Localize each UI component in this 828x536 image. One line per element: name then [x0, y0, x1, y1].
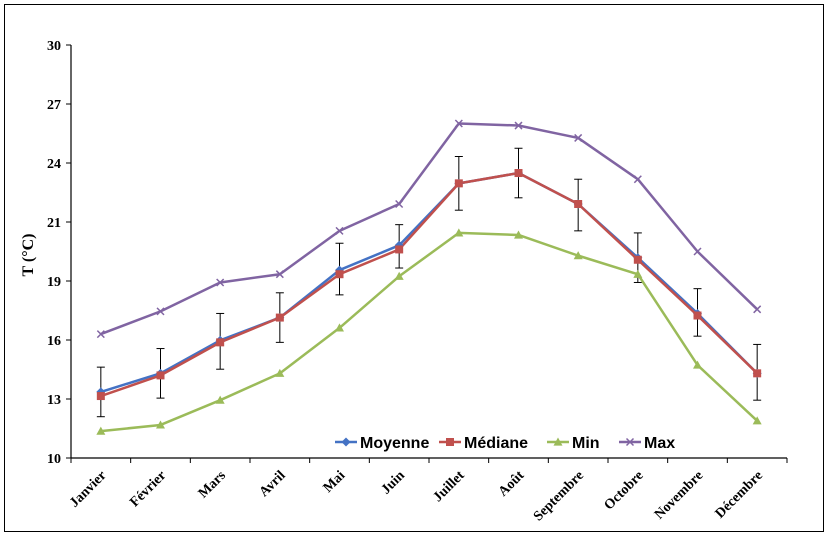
x-tick-label: Juin: [379, 468, 408, 497]
y-tick-label: 19: [47, 275, 61, 290]
data-point: [454, 119, 463, 128]
data-point: [156, 371, 165, 380]
data-point: [335, 270, 344, 279]
data-point: [633, 269, 643, 278]
data-point: [633, 255, 642, 264]
series-line: [100, 231, 759, 433]
x-tick-label: Décembre: [713, 468, 766, 521]
data-point: [574, 200, 583, 209]
data-point: [752, 416, 762, 425]
data-point: [96, 330, 105, 339]
data-point: [96, 426, 106, 435]
x-tick-label: Février: [127, 468, 169, 510]
y-tick-label: 16: [47, 334, 61, 349]
x-tick-label: Août: [496, 468, 528, 500]
data-point: [216, 338, 225, 347]
line-chart: 10 13 16 19 21 24 27 30 Janvier Février Mars Avril…: [20, 39, 788, 524]
y-axis-ticks: 10 13 16 19 21 24 27 30: [47, 39, 71, 467]
legend-swatch-marker: [553, 437, 563, 446]
data-point: [753, 305, 762, 314]
legend-label: Min: [572, 435, 600, 452]
series-markers: [96, 119, 762, 435]
data-point: [573, 251, 583, 260]
data-point: [275, 368, 285, 377]
legend-label: Max: [644, 435, 675, 452]
legend-swatch-marker: [446, 438, 454, 446]
data-point: [395, 199, 404, 209]
x-tick-label: Octobre: [602, 468, 647, 513]
x-tick-label: Juillet: [431, 468, 468, 505]
series-line: [100, 171, 759, 398]
y-tick-label: 21: [47, 216, 61, 231]
series-lines: [100, 122, 759, 433]
data-point: [514, 230, 523, 239]
axes: [70, 45, 787, 459]
data-point: [633, 175, 642, 184]
data-point: [514, 121, 523, 130]
chart-frame: 10 13 16 19 21 24 27 30 Janvier Février Mars Avril…: [4, 4, 824, 532]
x-tick-label: Mai: [321, 468, 349, 496]
y-tick-label: 24: [47, 157, 61, 172]
data-point: [215, 395, 225, 404]
x-axis-ticks: Janvier Février Mars Avril Mai Juin Juillet Aoû…: [67, 458, 788, 524]
series-line: [100, 171, 759, 394]
data-point: [335, 226, 344, 235]
legend-label: Médiane: [464, 435, 528, 452]
y-tick-label: 13: [47, 393, 61, 408]
x-tick-label: Septembre: [531, 468, 587, 524]
legend-swatch-marker: [341, 437, 351, 447]
legend-label: Moyenne: [360, 435, 429, 452]
y-tick-label: 10: [47, 452, 61, 467]
data-point: [216, 278, 225, 287]
x-tick-label: Avril: [257, 468, 289, 500]
data-point: [395, 245, 404, 254]
data-point: [96, 392, 105, 401]
data-point: [693, 311, 702, 320]
data-point: [156, 307, 165, 316]
data-point: [514, 169, 523, 178]
y-tick-label: 30: [47, 39, 61, 54]
data-point: [394, 271, 404, 280]
y-axis-title: T (°C): [20, 234, 37, 277]
x-tick-label: Janvier: [67, 468, 110, 511]
data-point: [156, 420, 165, 429]
series-line: [100, 122, 759, 336]
data-point: [693, 247, 702, 256]
data-point: [454, 179, 463, 188]
data-point: [454, 228, 464, 237]
data-point: [574, 133, 583, 142]
y-tick-label: 27: [47, 98, 61, 113]
data-point: [275, 313, 284, 322]
data-point: [753, 369, 762, 378]
legend-swatch-marker: [625, 437, 635, 447]
x-tick-label: Novembre: [652, 468, 706, 522]
data-point: [335, 323, 344, 332]
legend: Moyenne Médiane Min Max: [335, 435, 675, 452]
data-point: [275, 270, 284, 279]
data-point: [693, 360, 702, 369]
x-tick-label: Mars: [196, 468, 230, 502]
